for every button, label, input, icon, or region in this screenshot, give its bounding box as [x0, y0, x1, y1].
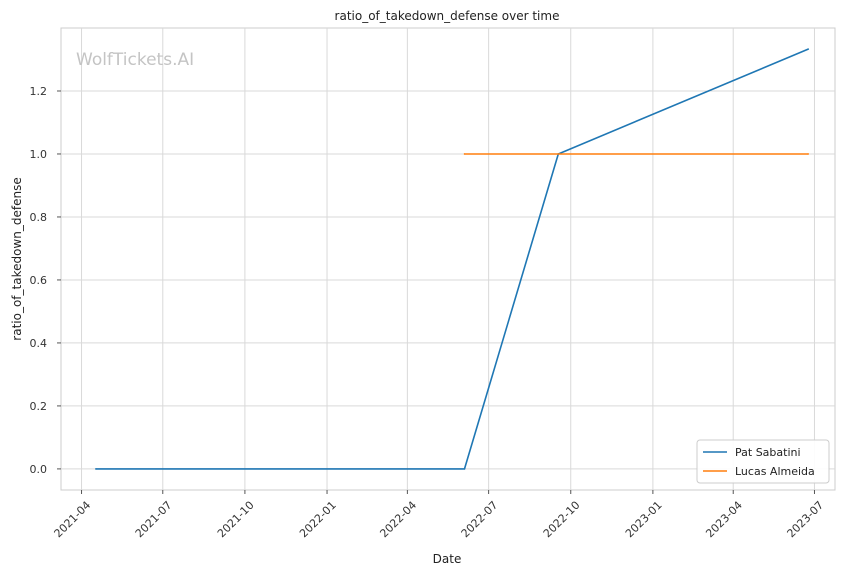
y-tick-label: 0.2	[30, 400, 48, 413]
legend-label: Pat Sabatini	[735, 446, 801, 459]
x-tick-label: 2022-10	[541, 499, 583, 541]
x-tick-labels: 2021-04 2021-07 2021-10 2022-01 2022-04 2022-…	[52, 490, 827, 541]
x-tick-label: 2022-04	[377, 499, 419, 541]
y-axis-label: ratio_of_takedown_defense	[10, 177, 24, 340]
y-tick-label: 1.2	[30, 85, 48, 98]
data-point	[807, 48, 810, 50]
x-tick-label: 2021-10	[215, 499, 257, 541]
x-tick-label: 2023-07	[785, 499, 827, 541]
data-point	[463, 468, 466, 470]
y-tick-label: 0.0	[30, 463, 48, 476]
x-tick-label: 2022-01	[297, 499, 339, 541]
y-tick-label: 0.8	[30, 211, 48, 224]
data-point	[95, 468, 97, 470]
y-tick-label: 0.4	[30, 337, 48, 350]
chart-title: ratio_of_takedown_defense over time	[335, 9, 560, 23]
x-tick-label: 2021-07	[133, 499, 175, 541]
data-point	[807, 153, 810, 155]
legend: Pat Sabatini Lucas Almeida	[696, 439, 830, 484]
series-line-0	[95, 48, 809, 470]
legend-label: Lucas Almeida	[735, 465, 815, 478]
legend-box	[696, 439, 830, 484]
x-axis-label: Date	[433, 552, 462, 566]
plot-area	[60, 27, 836, 491]
x-gridlines	[81, 28, 815, 490]
y-tick-labels: 0.0 0.2 0.4 0.6 0.8 1.0 1.2	[30, 85, 61, 476]
data-point	[463, 153, 466, 155]
y-tick-label: 0.6	[30, 274, 48, 287]
x-tick-label: 2023-04	[703, 499, 745, 541]
y-tick-label: 1.0	[30, 148, 48, 161]
watermark: WolfTickets.AI	[76, 50, 194, 70]
x-tick-label: 2021-04	[52, 499, 94, 541]
series-lines	[95, 48, 810, 470]
x-tick-label: 2023-01	[623, 499, 665, 541]
x-tick-label: 2022-07	[459, 499, 501, 541]
